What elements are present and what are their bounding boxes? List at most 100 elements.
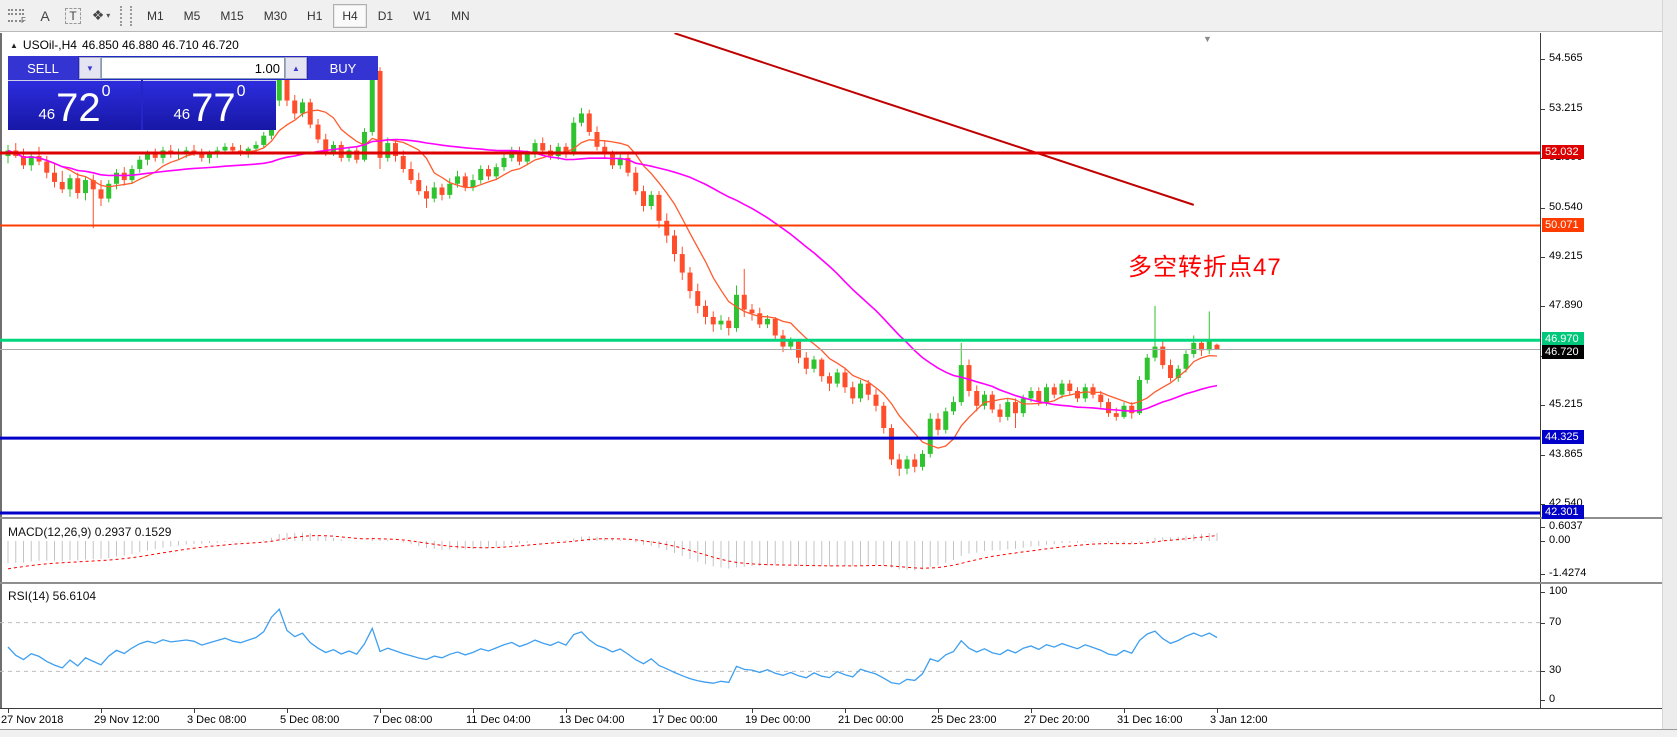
date-tick — [194, 709, 195, 713]
date-tick — [566, 709, 567, 713]
price-tick-label: 100 — [1549, 585, 1568, 597]
draw-tools-icon[interactable]: ❖ ▾ — [91, 7, 111, 23]
date-label: 21 Dec 00:00 — [838, 714, 904, 726]
one-click-trading-panel: SELL ▼ ▲ BUY 46 72 0 46 77 0 — [8, 56, 378, 130]
date-label: 11 Dec 04:00 — [466, 714, 531, 726]
ask-price-big: 77 — [191, 86, 236, 130]
axis-tick — [1541, 59, 1545, 61]
rsi-label: RSI(14) 56.6104 — [8, 589, 97, 603]
toolbar-grip[interactable] — [120, 5, 132, 26]
axis-tick — [1541, 455, 1545, 457]
descending-trendline[interactable] — [674, 33, 1195, 206]
tf-d1-button[interactable]: D1 — [369, 4, 402, 28]
price-badge: 44.325 — [1542, 430, 1584, 445]
macd-label: MACD(12,26,9) 0.2937 0.1529 — [8, 525, 172, 539]
price-tick-label: 47.890 — [1549, 299, 1583, 312]
date-tick — [8, 709, 9, 713]
date-label: 5 Dec 08:00 — [280, 714, 340, 726]
macd-histogram — [7, 532, 1218, 571]
ask-price[interactable]: 46 77 0 — [143, 80, 276, 130]
axis-tick — [1541, 405, 1545, 407]
ask-price-small: 46 — [173, 106, 191, 123]
date-tick — [845, 709, 846, 713]
volume-up-icon[interactable]: ▲ — [285, 57, 307, 79]
symbol-period-label: USOil-,H4 — [22, 38, 77, 52]
collapse-triangle-icon[interactable]: ▲ — [10, 40, 18, 50]
tf-m5-button[interactable]: M5 — [175, 4, 210, 28]
price-tick-label: -1.4274 — [1549, 566, 1587, 579]
tf-mn-button[interactable]: MN — [442, 4, 479, 28]
macd-panel-canvas[interactable] — [0, 521, 1540, 582]
date-tick — [287, 709, 288, 713]
axis-tick — [1541, 527, 1545, 529]
date-label: 17 Dec 00:00 — [652, 714, 718, 726]
tf-h4-button[interactable]: H4 — [333, 3, 367, 28]
chart-text-annotation[interactable]: 多空转折点47 — [1128, 254, 1282, 281]
bid-price-big: 72 — [56, 86, 101, 130]
price-badge: 50.071 — [1542, 217, 1584, 232]
date-label: 27 Dec 20:00 — [1024, 714, 1090, 726]
date-tick — [1217, 709, 1218, 713]
date-label: 3 Dec 08:00 — [187, 714, 247, 726]
date-label: 13 Dec 04:00 — [559, 714, 625, 726]
chart-title: ▲ USOil-,H4 46.850 46.880 46.710 46.720 — [10, 38, 239, 52]
price-tick-label: 0 — [1549, 693, 1556, 705]
tf-m1-button[interactable]: M1 — [138, 4, 173, 28]
tf-w1-button[interactable]: W1 — [404, 4, 440, 28]
date-label: 3 Jan 12:00 — [1210, 714, 1268, 726]
date-label: 27 Nov 2018 — [1, 714, 64, 726]
tf-h1-button[interactable]: H1 — [298, 4, 331, 28]
price-tick-label: 45.215 — [1549, 398, 1583, 411]
sell-button[interactable]: SELL — [8, 56, 78, 80]
panel-separator[interactable] — [0, 517, 1662, 519]
axis-tick — [1541, 573, 1545, 575]
price-badge: 42.301 — [1542, 505, 1584, 520]
ask-price-sup: 0 — [236, 83, 246, 100]
axis-tick — [1541, 592, 1545, 593]
volume-down-icon[interactable]: ▼ — [79, 57, 101, 79]
right-scroll-strip[interactable] — [1662, 0, 1677, 737]
axis-tick — [1541, 622, 1545, 624]
date-label: 7 Dec 08:00 — [373, 714, 433, 726]
text-a-icon[interactable]: A — [40, 7, 50, 24]
axis-tick — [1541, 306, 1545, 308]
bottom-tab-strip[interactable] — [0, 729, 1677, 737]
price-axis[interactable]: 54.56553.21551.89050.54049.21547.89046.5… — [1541, 33, 1661, 729]
date-tick — [752, 709, 753, 713]
date-tick — [659, 709, 660, 713]
axis-tick — [1541, 504, 1545, 506]
text-label-icon[interactable]: T — [60, 4, 86, 28]
bid-price[interactable]: 46 72 0 — [8, 80, 141, 130]
price-badge: 46.970 — [1542, 332, 1584, 347]
volume-input[interactable] — [101, 57, 285, 79]
symbols-grid-icon[interactable]: F — [4, 4, 30, 28]
date-axis[interactable]: 27 Nov 2018 29 Nov 12:00 3 Dec 08:00 5 Dec … — [0, 708, 1662, 730]
axis-tick — [1541, 208, 1545, 210]
rsi-panel-canvas[interactable] — [0, 585, 1540, 708]
date-tick — [1031, 709, 1032, 713]
price-tick-label: 53.215 — [1549, 102, 1583, 115]
scroll-end-marker-icon[interactable]: ▼ — [1203, 34, 1212, 44]
panel-separator[interactable] — [0, 582, 1662, 584]
tf-m30-button[interactable]: M30 — [255, 4, 296, 28]
buy-button[interactable]: BUY — [308, 56, 378, 80]
top-toolbar: F A T ❖ ▾ M1 M5 M15 M30 H1 H4 D1 W1 MN — [0, 0, 1677, 32]
price-badge: 52.032 — [1542, 145, 1584, 159]
price-chart-canvas[interactable] — [0, 33, 1540, 517]
date-tick — [938, 709, 939, 713]
chevron-down-icon: ▾ — [106, 11, 111, 20]
price-tick-label: 30 — [1549, 664, 1562, 677]
date-label: 19 Dec 00:00 — [745, 714, 811, 726]
tf-m15-button[interactable]: M15 — [211, 4, 252, 28]
bid-price-small: 46 — [38, 106, 56, 123]
price-tick-label: 0.6037 — [1549, 520, 1583, 533]
price-axis-border — [1540, 33, 1541, 729]
date-label: 25 Dec 23:00 — [931, 714, 997, 726]
price-badge: 46.720 — [1542, 344, 1584, 359]
macd-signal-line — [7, 535, 1218, 570]
date-label: 29 Nov 12:00 — [94, 714, 160, 726]
axis-tick — [1541, 671, 1545, 673]
price-tick-label: 70 — [1549, 615, 1562, 628]
ma-34-line[interactable] — [7, 138, 1218, 413]
date-tick — [1124, 709, 1125, 713]
